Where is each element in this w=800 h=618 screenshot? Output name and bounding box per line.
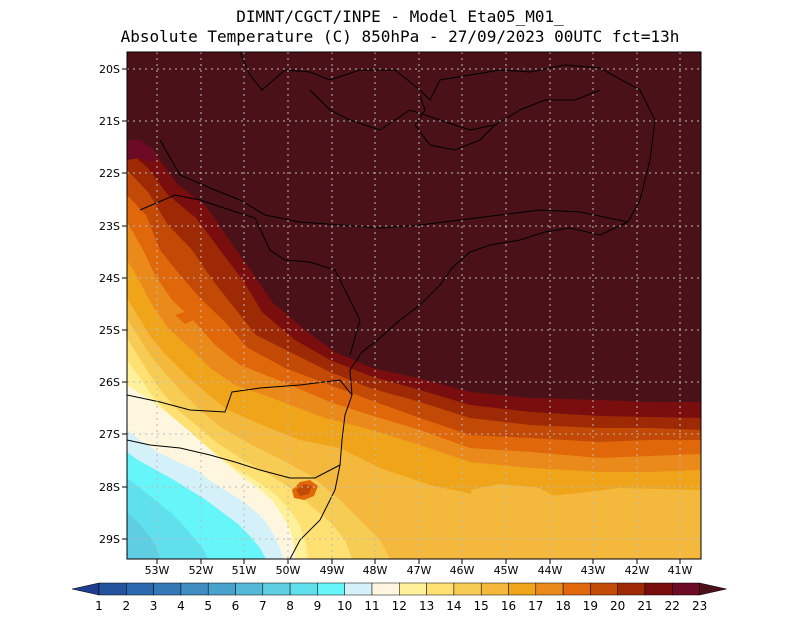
colorbar-label: 12 [392, 599, 407, 613]
colorbar-label: 1 [95, 599, 103, 613]
boundary-line [289, 394, 353, 559]
boundary-line [349, 221, 629, 396]
colorbar-segment [590, 582, 618, 596]
temp-band-8 [127, 512, 160, 559]
lon-tick-label: 42W [625, 564, 650, 577]
lat-tick-label: 20S [99, 63, 120, 76]
colorbar-label: 20 [610, 599, 625, 613]
colorbar-segment [535, 582, 564, 596]
map-area [127, 52, 701, 559]
colorbar-label: 22 [665, 599, 680, 613]
colorbar-label: 19 [583, 599, 598, 613]
colorbar-segment [617, 582, 646, 596]
lon-tick-label: 47W [407, 564, 432, 577]
lon-tick-label: 43W [581, 564, 606, 577]
colorbar-segment [426, 582, 455, 596]
lon-tick-label: 48W [363, 564, 388, 577]
lat-tick-label: 26S [99, 376, 120, 389]
colorbar-segment [207, 582, 236, 596]
colorbar-segment [98, 582, 127, 596]
lat-tick-label: 28S [99, 481, 120, 494]
colorbar-segment [644, 582, 673, 596]
lon-tick-label: 46W [450, 564, 475, 577]
lon-tick-label: 50W [276, 564, 301, 577]
map-frame [126, 51, 702, 560]
colorbar-label: 9 [314, 599, 322, 613]
colorbar-label: 14 [446, 599, 461, 613]
colorbar-segment [262, 582, 291, 596]
colorbar-arrow-low [71, 582, 100, 596]
colorbar-label: 21 [637, 599, 652, 613]
colorbar-segment [508, 582, 537, 596]
longitude-labels: 53W 52W 51W 50W 49W 48W 47W 46W 45W 44W 43W 42W 41W [145, 559, 693, 577]
boundary-line [159, 139, 629, 229]
colorbar-label: 5 [204, 599, 212, 613]
colorbar-label: 4 [177, 599, 185, 613]
colorbar-label: 18 [555, 599, 570, 613]
colorbar-segment [235, 582, 264, 596]
colorbar-segment [562, 582, 591, 596]
boundary-line [139, 194, 361, 356]
colorbar-label: 8 [286, 599, 294, 613]
temp-patch-15 [470, 484, 560, 510]
gridlines [127, 52, 701, 559]
latitude-labels: 20S 21S 22S 23S 24S 25S 26S 27S 28S 29S [99, 63, 127, 546]
lat-tick-label: 24S [99, 272, 120, 285]
colorbar-segment [153, 582, 182, 596]
colorbar-segment [399, 582, 427, 596]
lon-tick-label: 49W [320, 564, 345, 577]
lon-tick-label: 51W [232, 564, 257, 577]
colorbar-segment [480, 582, 509, 596]
lon-tick-label: 44W [538, 564, 563, 577]
boundary-line [127, 439, 341, 479]
lat-tick-label: 21S [99, 115, 120, 128]
coastline-lines [127, 52, 656, 559]
colorbar-label: 17 [528, 599, 543, 613]
lat-tick-label: 22S [99, 167, 120, 180]
temperature-bands [127, 140, 701, 559]
colorbar-label: 10 [337, 599, 352, 613]
colorbar-segment [453, 582, 482, 596]
colorbar-label: 13 [419, 599, 434, 613]
colorbar-label: 7 [259, 599, 267, 613]
colorbar-label: 11 [364, 599, 379, 613]
colorbar: 1 2 3 4 5 6 7 8 9 10 11 12 13 14 15 16 17 18 19 20 21 22 23 [71, 582, 727, 613]
colorbar-label: 2 [122, 599, 130, 613]
colorbar-label: 23 [692, 599, 707, 613]
colorbar-label: 15 [474, 599, 489, 613]
colorbar-segment [344, 582, 373, 596]
lon-tick-label: 52W [189, 564, 214, 577]
colorbar-segment [289, 582, 318, 596]
colorbar-segment [371, 582, 400, 596]
chart-title-line1: DIMNT/CGCT/INPE - Model Eta05_M01_ [236, 7, 564, 26]
colorbar-arrow-high [699, 582, 727, 596]
lon-tick-label: 45W [494, 564, 519, 577]
lat-tick-label: 27S [99, 428, 120, 441]
colorbar-segment [180, 582, 209, 596]
boundary-line [414, 94, 496, 151]
lat-tick-label: 29S [99, 533, 120, 546]
temp-patch-18b [175, 310, 198, 324]
colorbar-segment [126, 582, 154, 596]
colorbar-segment [672, 582, 700, 596]
colorbar-label: 16 [501, 599, 516, 613]
colorbar-label: 3 [150, 599, 158, 613]
boundary-line [239, 52, 656, 223]
colorbar-segment [317, 582, 345, 596]
temp-patch-23 [127, 140, 158, 162]
lat-tick-label: 23S [99, 220, 120, 233]
lat-tick-label: 25S [99, 324, 120, 337]
colorbar-label: 6 [232, 599, 240, 613]
chart-title-line2: Absolute Temperature (C) 850hPa - 27/09/… [120, 27, 680, 46]
lon-tick-label: 41W [668, 564, 693, 577]
lon-tick-label: 53W [145, 564, 170, 577]
